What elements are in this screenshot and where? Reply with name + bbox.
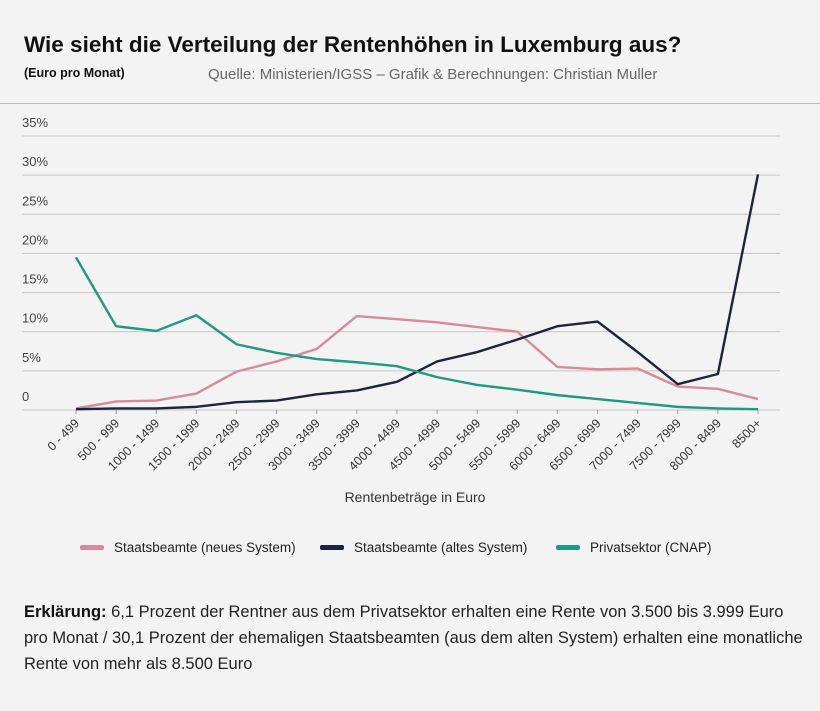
explanation-text: 6,1 Prozent der Rentner aus dem Privatse… [24, 603, 803, 673]
legend-label: Staatsbeamte (altes System) [354, 540, 527, 555]
chart-title: Wie sieht die Verteilung der Rentenhöhen… [24, 32, 682, 57]
header-divider [0, 103, 820, 104]
legend-swatch [320, 545, 344, 550]
y-tick-label: 30% [22, 154, 48, 169]
y-tick-label: 0 [22, 389, 29, 404]
legend-swatch [80, 545, 104, 550]
series-line [74, 256, 759, 411]
series-line [75, 174, 760, 411]
y-tick-label: 25% [22, 193, 48, 208]
x-tick-label: 0 - 499 [45, 416, 82, 453]
explanation-label: Erklärung: [24, 603, 107, 621]
x-axis-title: Rentenbeträge in Euro [345, 489, 486, 505]
y-tick-label: 15% [22, 272, 48, 287]
explanation: Erklärung: 6,1 Prozent der Rentner aus d… [24, 599, 804, 677]
series-line [75, 314, 759, 410]
y-tick-label: 5% [22, 350, 41, 365]
y-tick-label: 20% [22, 232, 48, 247]
source-label: Quelle: Ministerien/IGSS – Grafik & Bere… [208, 66, 658, 83]
x-tick-label: 8500+ [729, 416, 764, 451]
y-tick-label: 10% [22, 311, 48, 326]
unit-label: (Euro pro Monat) [24, 66, 125, 80]
legend-swatch [556, 545, 580, 550]
legend-label: Privatsektor (CNAP) [590, 540, 712, 555]
y-tick-label: 35% [22, 115, 48, 130]
legend-label: Staatsbeamte (neues System) [114, 540, 296, 555]
